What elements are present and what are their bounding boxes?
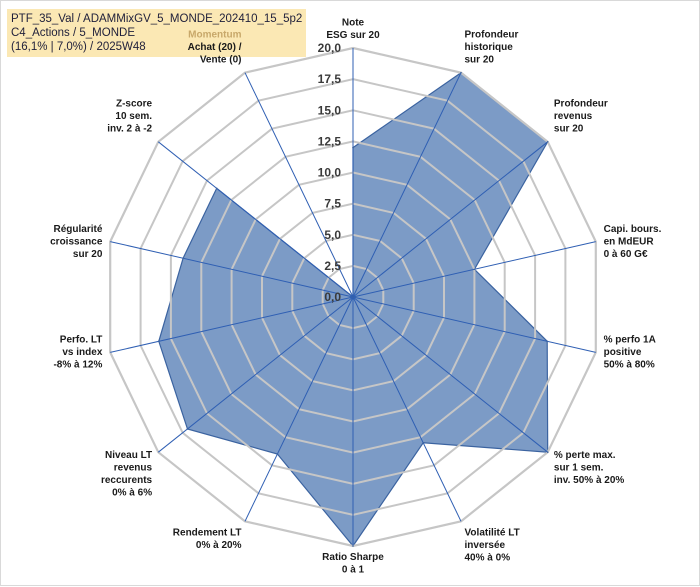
axis-label-5: % perte max. sur 1 sem. inv. 50% à 20%: [554, 450, 625, 486]
axis-label-9-line-2: reccurents: [101, 475, 153, 486]
axis-spoke-6: [352, 296, 462, 522]
axis-label-3: Capi. bours. en MdEUR 0 à 60 G€: [604, 224, 662, 260]
data-point-5: [546, 451, 549, 454]
axis-label-12-line-0: Z-score: [116, 98, 153, 109]
axis-label-7: Ratio Sharpe 0 à 1: [322, 552, 384, 576]
axis-label-11-line-0: Régularité: [53, 224, 102, 235]
axis-label-1-line-1: historique: [465, 42, 514, 53]
axis-spoke-11: [110, 241, 354, 298]
chart-title-line-2: C4_Actions / 5_MONDE: [11, 27, 135, 39]
axis-label-5-line-0: % perte max.: [554, 450, 616, 461]
axis-label-1-line-2: sur 20: [465, 55, 495, 66]
data-point-2: [546, 141, 549, 143]
axis-spoke-2: [352, 141, 549, 298]
axis-label-1-line-0: Profondeur: [465, 30, 519, 41]
axis-label-3-line-2: 0 à 60 G€: [604, 249, 648, 260]
axis-spoke-5: [352, 296, 549, 453]
axis-label-0-line-1: ESG sur 20: [326, 30, 380, 41]
axis-spoke-4: [352, 296, 596, 353]
axis-label-13-line-2: Vente (0): [200, 55, 242, 66]
data-point-9: [186, 428, 189, 430]
axis-spoke-1: [352, 72, 462, 298]
data-point-13: [352, 296, 354, 298]
axis-label-4-line-1: positive: [604, 347, 642, 358]
tick-label-3: 7,5: [324, 197, 341, 211]
data-point-4: [546, 340, 548, 343]
axis-label-5-line-1: sur 1 sem.: [554, 463, 604, 474]
axis-label-6-line-0: Volatilité LT: [465, 527, 520, 538]
tick-label-5: 12,5: [318, 134, 342, 148]
axis-spoke-10: [110, 296, 354, 353]
axis-label-11-line-2: sur 20: [73, 249, 103, 260]
axis-label-13: Momentum Achat (20) / Vente (0): [188, 30, 242, 66]
axis-label-6: Volatilité LT inversée 40% à 0%: [465, 527, 520, 563]
tick-label-1: 2,5: [324, 259, 341, 273]
data-point-12: [215, 187, 218, 190]
axis-label-0: Note ESG sur 20: [326, 18, 380, 42]
tick-label-7: 17,5: [318, 72, 342, 86]
axis-spoke-13: [244, 72, 354, 298]
axis-label-13-line-0: Momentum: [188, 30, 241, 41]
axis-label-8: Rendement LT 0% à 20%: [173, 527, 242, 551]
axis-label-12-line-1: 10 sem.: [115, 111, 152, 122]
axis-label-3-line-1: en MdEUR: [604, 236, 655, 247]
axis-label-2-line-2: sur 20: [554, 123, 584, 134]
axis-label-8-line-0: Rendement LT: [173, 527, 242, 538]
axis-label-9-line-1: revenus: [114, 463, 153, 474]
axis-label-2-line-0: Profondeur: [554, 98, 608, 109]
axis-label-4-line-2: 50% à 80%: [604, 360, 655, 371]
chart-title-line-1: PTF_35_Val / ADAMMixGV_5_MONDE_202410_15…: [11, 13, 303, 25]
chart-title-box: PTF_35_Val / ADAMMixGV_5_MONDE_202410_15…: [7, 9, 307, 57]
axis-label-6-line-1: inversée: [465, 540, 506, 551]
axis-label-2-line-1: revenus: [554, 111, 593, 122]
axis-label-7-line-0: Ratio Sharpe: [322, 552, 384, 563]
axis-label-10-line-1: vs index: [62, 347, 102, 358]
data-point-7: [352, 545, 354, 547]
axis-label-5-line-2: inv. 50% à 20%: [554, 475, 625, 486]
axis-label-1: Profondeur historique sur 20: [465, 30, 519, 66]
tick-label-4: 10,0: [318, 166, 342, 180]
axis-label-12-line-2: inv. 2 à -2: [107, 123, 152, 134]
data-point-0: [352, 146, 354, 149]
axis-spoke-8: [244, 296, 354, 522]
axis-spoke-9: [157, 296, 354, 453]
axis-label-0-line-0: Note: [342, 18, 365, 29]
tick-label-8: 20,0: [318, 41, 342, 55]
tick-label-6: 15,0: [318, 103, 342, 117]
axis-label-11: Régularité croissance sur 20: [50, 224, 103, 260]
axis-label-4-line-0: % perfo 1A: [604, 335, 656, 346]
axis-spoke-12: [157, 141, 354, 298]
axis-label-3-line-0: Capi. bours.: [604, 224, 662, 235]
axis-label-9: Niveau LT revenus reccurents 0% à 6%: [101, 450, 153, 499]
axis-label-12: Z-score 10 sem. inv. 2 à -2: [107, 98, 152, 134]
data-point-8: [276, 453, 279, 455]
axis-label-2: Profondeur revenus sur 20: [554, 98, 608, 134]
data-point-11: [182, 257, 184, 260]
axis-label-9-line-0: Niveau LT: [105, 450, 152, 461]
chart-title-line-3: (16,1% | 7,0%) / 2025W48: [11, 41, 146, 53]
axis-label-11-line-1: croissance: [50, 236, 103, 247]
axis-label-7-line-1: 0 à 1: [342, 565, 365, 576]
axis-label-10-line-0: Perfo. LT: [60, 335, 103, 346]
data-point-1: [460, 71, 462, 74]
axis-label-6-line-2: 40% à 0%: [465, 552, 511, 563]
data-point-6: [422, 442, 425, 444]
tick-label-0: 0,0: [324, 290, 341, 304]
data-point-10: [158, 340, 160, 343]
axis-label-13-line-1: Achat (20) /: [188, 42, 242, 53]
axis-label-8-line-1: 0% à 20%: [196, 540, 242, 551]
axis-label-4: % perfo 1A positive 50% à 80%: [604, 335, 656, 371]
axis-label-9-line-3: 0% à 6%: [112, 488, 152, 499]
tick-label-2: 5,0: [324, 228, 341, 242]
axis-label-10-line-2: -8% à 12%: [53, 360, 102, 371]
data-point-3: [473, 268, 476, 271]
axis-label-10: Perfo. LT vs index -8% à 12%: [53, 335, 102, 371]
